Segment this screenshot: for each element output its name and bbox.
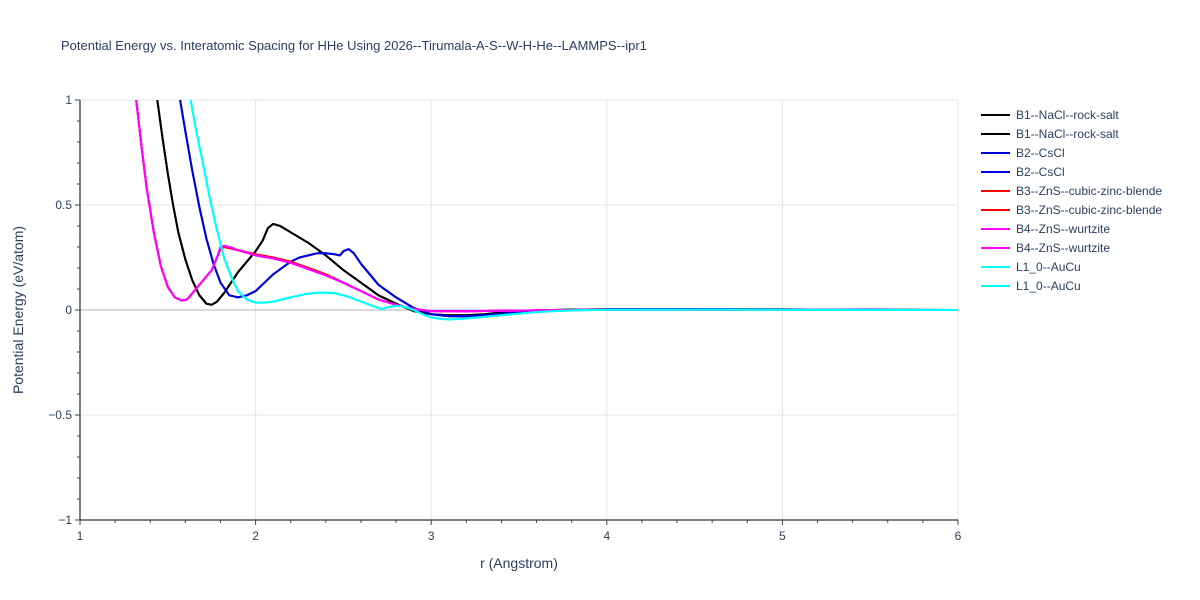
y-tick-label: −0.5 — [48, 408, 72, 422]
x-tick-label: 6 — [955, 529, 962, 543]
legend-item[interactable]: B3--ZnS--cubic-zinc-blende — [981, 203, 1162, 217]
x-tick-label: 2 — [252, 529, 259, 543]
legend-label: L1_0--AuCu — [1016, 279, 1081, 293]
legend[interactable]: B1--NaCl--rock-salt B1--NaCl--rock-salt B2… — [981, 108, 1162, 293]
y-axis-label: Potential Energy (eV/atom) — [10, 226, 26, 394]
y-tick-label: 1 — [65, 93, 72, 107]
tick-labels: 1 2 3 4 5 6 −1 −0.5 0 0.5 1 — [48, 93, 961, 543]
series-line-3 — [179, 100, 958, 318]
legend-label: B3--ZnS--cubic-zinc-blende — [1016, 184, 1162, 198]
legend-item[interactable]: B4--ZnS--wurtzite — [981, 222, 1110, 236]
x-tick-label: 1 — [77, 529, 84, 543]
legend-label: B1--NaCl--rock-salt — [1016, 108, 1119, 122]
legend-label: L1_0--AuCu — [1016, 260, 1081, 274]
series-line-7 — [135, 100, 958, 313]
legend-label: B2--CsCl — [1016, 165, 1065, 179]
x-tick-label: 4 — [603, 529, 610, 543]
x-axis-label: r (Angstrom) — [480, 555, 558, 571]
y-tick-label: 0 — [65, 303, 72, 317]
y-tick-label: −1 — [58, 513, 72, 527]
legend-item[interactable]: B4--ZnS--wurtzite — [981, 241, 1110, 255]
legend-label: B4--ZnS--wurtzite — [1016, 241, 1110, 255]
series-group — [135, 100, 958, 321]
legend-label: B4--ZnS--wurtzite — [1016, 222, 1110, 236]
axes — [75, 99, 959, 525]
legend-label: B2--CsCl — [1016, 146, 1065, 160]
x-tick-label: 3 — [428, 529, 435, 543]
legend-label: B1--NaCl--rock-salt — [1016, 127, 1119, 141]
y-tick-label: 0.5 — [55, 198, 72, 212]
legend-item[interactable]: B1--NaCl--rock-salt — [981, 127, 1119, 141]
legend-item[interactable]: L1_0--AuCu — [981, 260, 1081, 274]
series-line-9 — [189, 100, 958, 321]
legend-item[interactable]: B3--ZnS--cubic-zinc-blende — [981, 184, 1162, 198]
legend-label: B3--ZnS--cubic-zinc-blende — [1016, 203, 1162, 217]
legend-item[interactable]: B1--NaCl--rock-salt — [981, 108, 1119, 122]
chart-title: Potential Energy vs. Interatomic Spacing… — [61, 38, 647, 53]
legend-item[interactable]: B2--CsCl — [981, 165, 1065, 179]
legend-item[interactable]: B2--CsCl — [981, 146, 1065, 160]
legend-item[interactable]: L1_0--AuCu — [981, 279, 1081, 293]
x-tick-label: 5 — [779, 529, 786, 543]
